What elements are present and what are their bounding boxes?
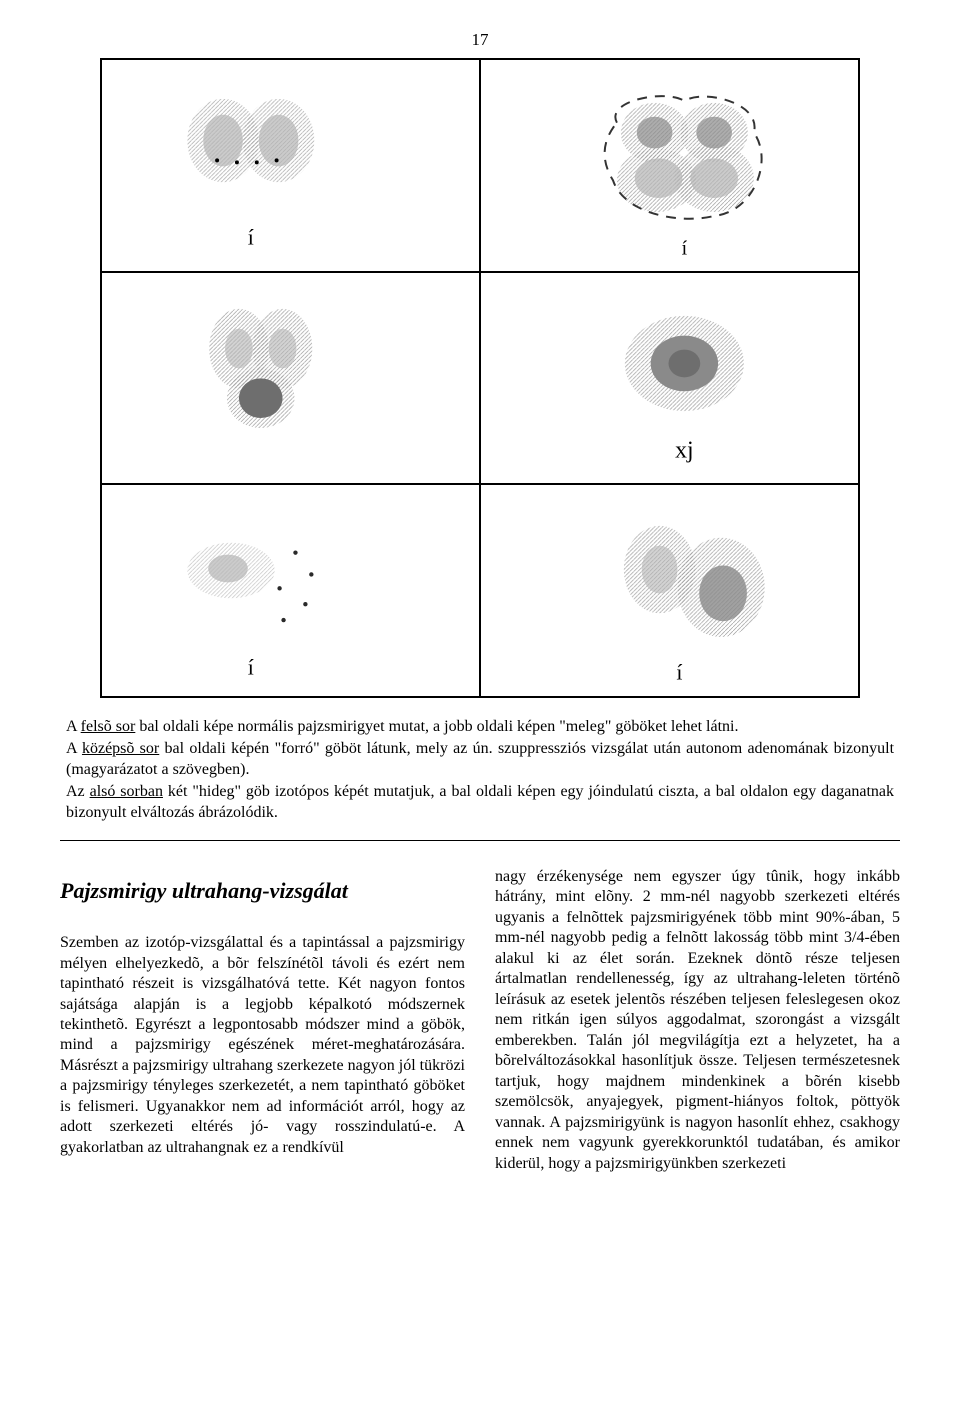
caption-text: Az bbox=[66, 783, 90, 800]
scan-normal-thyroid: í bbox=[102, 60, 479, 271]
body-paragraph-left: Szemben az izotóp-vizsgálattal és a tapi… bbox=[60, 933, 465, 1158]
caption-text: két "hideg" göb izotópos képét mutatjuk,… bbox=[66, 783, 894, 822]
right-column: nagy érzékenysége nem egyszer úgy tûnik,… bbox=[495, 867, 900, 1174]
figure-cell-bottom-left: í bbox=[101, 484, 480, 697]
cell-marker: í bbox=[676, 661, 682, 685]
scan-warm-nodules: í bbox=[481, 60, 858, 271]
figure-cell-mid-right: xj bbox=[480, 272, 859, 485]
body-paragraph-right: nagy érzékenysége nem egyszer úgy tûnik,… bbox=[495, 867, 900, 1174]
page-number: 17 bbox=[60, 30, 900, 50]
caption-text: A bbox=[66, 718, 81, 735]
caption-text: bal oldali képén "forró" göböt látunk, m… bbox=[66, 740, 894, 779]
figure-caption: A felsõ sor bal oldali képe normális paj… bbox=[66, 716, 894, 824]
cell-marker: xj bbox=[675, 437, 694, 463]
horizontal-rule bbox=[60, 840, 900, 841]
caption-text: bal oldali képe normális pajzsmirigyet m… bbox=[135, 718, 738, 735]
cell-marker: í bbox=[248, 226, 254, 250]
scan-cold-cyst: í bbox=[102, 485, 479, 696]
cell-marker: í bbox=[248, 656, 254, 680]
figure-cell-top-left: í bbox=[101, 59, 480, 272]
isotope-figure-grid: í í bbox=[100, 58, 860, 698]
caption-underline-top: felsõ sor bbox=[81, 718, 136, 735]
figure-cell-top-right: í bbox=[480, 59, 859, 272]
figure-cell-mid-left bbox=[101, 272, 480, 485]
body-columns: Pajzsmirigy ultrahang-vizsgálat Szemben … bbox=[60, 867, 900, 1174]
scan-autonomous-adenoma: xj bbox=[481, 273, 858, 484]
caption-underline-mid: középsõ sor bbox=[82, 740, 159, 757]
caption-underline-bottom: alsó sorban bbox=[90, 783, 163, 800]
section-title: Pajzsmirigy ultrahang-vizsgálat bbox=[60, 877, 465, 905]
caption-text: A bbox=[66, 740, 82, 757]
scan-hot-nodule bbox=[102, 273, 479, 484]
cell-marker: í bbox=[682, 238, 688, 260]
figure-cell-bottom-right: í bbox=[480, 484, 859, 697]
scan-cold-tumor: í bbox=[481, 485, 858, 696]
left-column: Pajzsmirigy ultrahang-vizsgálat Szemben … bbox=[60, 867, 465, 1174]
